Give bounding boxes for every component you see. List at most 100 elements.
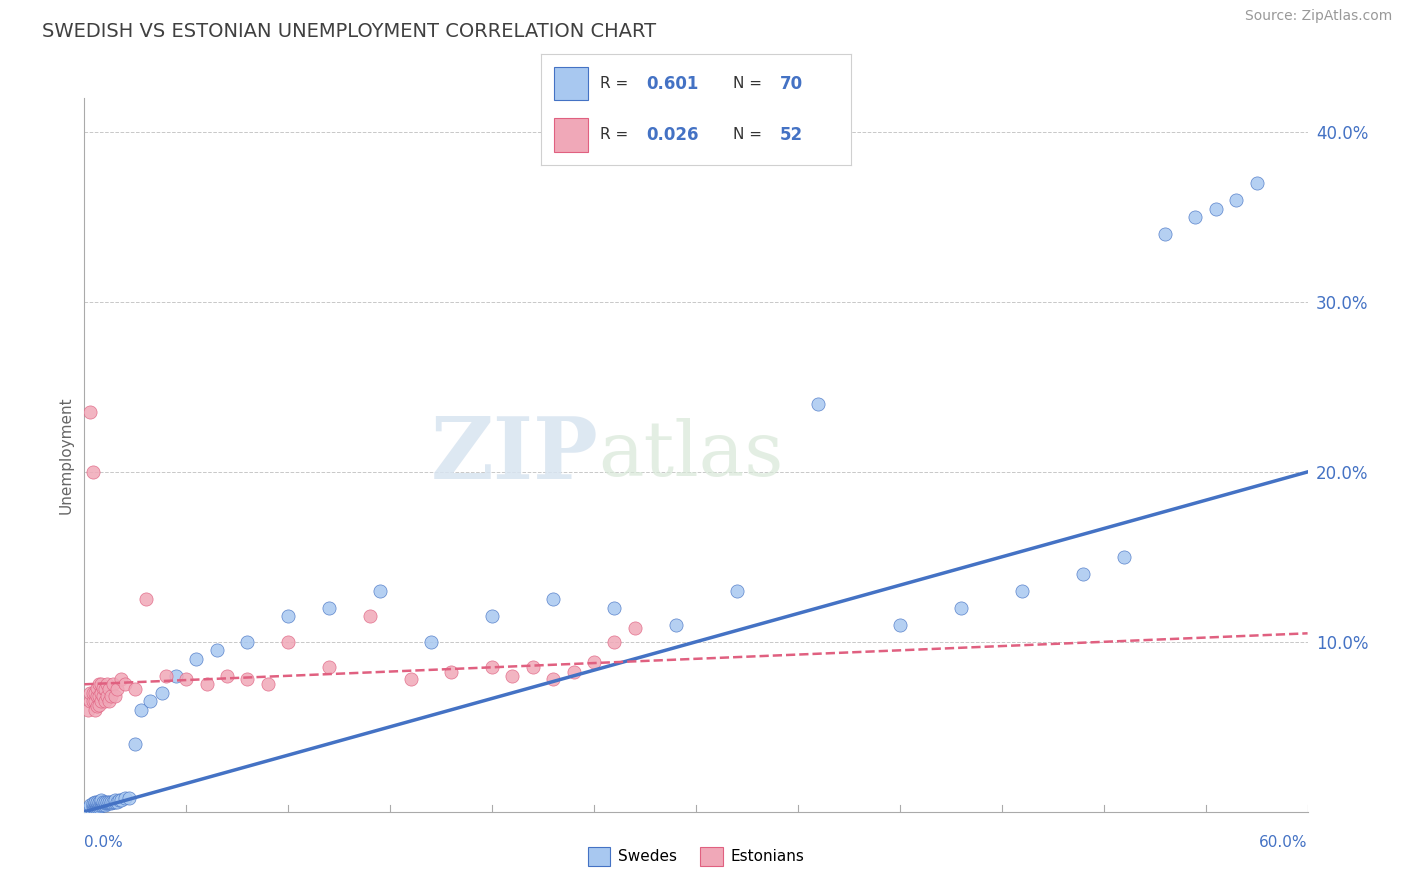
Point <box>90 795 112 809</box>
Point <box>97 795 120 809</box>
Point <box>96 796 118 810</box>
Point <box>108 793 131 807</box>
Point <box>399 672 422 686</box>
Point <box>82 799 104 814</box>
Text: 0.0%: 0.0% <box>84 836 124 850</box>
Point <box>87 677 110 691</box>
Text: SWEDISH VS ESTONIAN UNEMPLOYMENT CORRELATION CHART: SWEDISH VS ESTONIAN UNEMPLOYMENT CORRELA… <box>42 22 657 41</box>
Point <box>83 797 105 812</box>
Point <box>83 694 105 708</box>
Point <box>93 796 117 810</box>
Point <box>83 795 105 809</box>
Point <box>97 796 120 810</box>
Point <box>277 635 299 649</box>
Text: N =: N = <box>733 76 766 91</box>
Point <box>502 669 524 683</box>
Point <box>217 669 239 683</box>
Text: 60.0%: 60.0% <box>1260 836 1308 850</box>
Point <box>87 797 110 812</box>
Point <box>236 635 259 649</box>
Point <box>104 689 127 703</box>
Point <box>97 682 120 697</box>
Point <box>91 689 114 703</box>
Point <box>665 617 688 632</box>
Point <box>165 669 187 683</box>
Point <box>91 797 114 812</box>
Point <box>82 796 104 810</box>
Point <box>104 793 127 807</box>
Point <box>522 660 544 674</box>
Point <box>359 609 381 624</box>
Point <box>114 677 136 691</box>
Point <box>131 703 153 717</box>
Point <box>96 795 118 809</box>
Point <box>105 795 128 809</box>
Point <box>110 672 132 686</box>
Point <box>1246 176 1268 190</box>
Point <box>87 796 110 810</box>
Point <box>83 796 105 810</box>
Point <box>603 635 626 649</box>
Point <box>86 799 108 814</box>
Text: 52: 52 <box>779 126 803 144</box>
Point <box>118 791 141 805</box>
Text: Source: ZipAtlas.com: Source: ZipAtlas.com <box>1244 9 1392 23</box>
Point <box>87 698 110 712</box>
Point <box>1184 210 1206 224</box>
Point <box>82 465 104 479</box>
Text: R =: R = <box>600 128 633 143</box>
Point <box>1154 227 1177 241</box>
Point <box>77 703 100 717</box>
Point <box>86 796 108 810</box>
Point <box>135 592 157 607</box>
Point <box>96 677 118 691</box>
Point <box>100 689 122 703</box>
Point <box>86 689 108 703</box>
Point <box>82 686 104 700</box>
Text: R =: R = <box>600 76 633 91</box>
Point <box>93 795 117 809</box>
Point <box>90 694 112 708</box>
Point <box>100 796 122 810</box>
Point <box>87 795 110 809</box>
Point <box>83 799 105 814</box>
FancyBboxPatch shape <box>554 67 588 101</box>
Point <box>562 665 585 680</box>
Text: ZIP: ZIP <box>430 413 598 497</box>
Point <box>603 600 626 615</box>
Point <box>96 689 118 703</box>
Point <box>481 609 503 624</box>
Point <box>90 797 112 812</box>
Point <box>83 703 105 717</box>
Point <box>807 397 830 411</box>
Point <box>481 660 503 674</box>
Point <box>91 681 114 695</box>
Point <box>138 694 160 708</box>
Point <box>950 600 973 615</box>
Point <box>90 677 112 691</box>
Point <box>79 799 101 814</box>
Point <box>86 795 108 809</box>
Point <box>420 635 443 649</box>
Point <box>725 583 748 598</box>
Point <box>257 677 280 691</box>
Point <box>624 621 647 635</box>
Point <box>93 682 117 697</box>
Point <box>318 660 340 674</box>
Point <box>79 686 101 700</box>
Point <box>1073 566 1095 581</box>
Point <box>1205 202 1227 216</box>
Point <box>543 592 565 607</box>
Point <box>93 797 117 812</box>
Text: N =: N = <box>733 128 766 143</box>
Point <box>87 799 110 814</box>
Point <box>1114 549 1136 564</box>
Point <box>318 600 340 615</box>
Point <box>440 665 463 680</box>
Point <box>82 797 104 812</box>
Text: atlas: atlas <box>598 418 783 491</box>
Point <box>90 686 112 700</box>
Text: 0.026: 0.026 <box>647 126 699 144</box>
Point <box>77 801 100 815</box>
Point <box>90 793 112 807</box>
